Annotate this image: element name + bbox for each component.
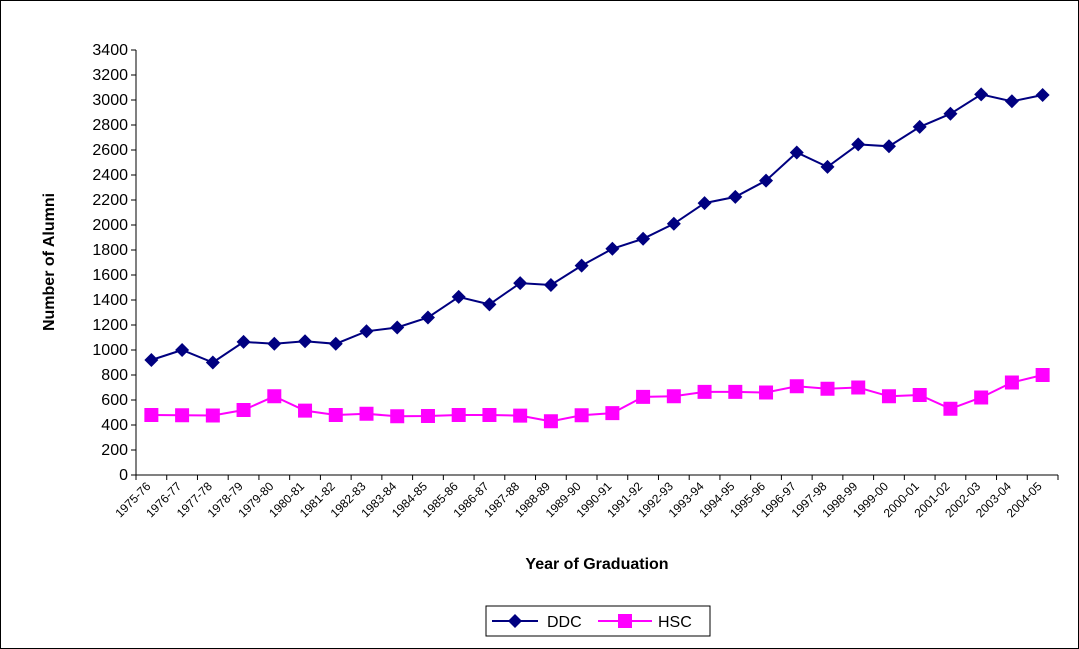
data-point-ddc (881, 139, 896, 154)
y-tick-label: 400 (101, 417, 128, 434)
data-point-hsc (144, 408, 159, 422)
data-point-hsc (974, 390, 989, 405)
data-point-ddc (236, 334, 251, 349)
data-point-ddc (820, 159, 835, 174)
data-point-hsc (205, 408, 220, 423)
data-point-ddc (390, 320, 405, 335)
data-point-ddc (1004, 94, 1019, 109)
y-tick-label: 2000 (92, 217, 128, 234)
data-point-hsc (605, 406, 620, 421)
data-point-hsc (943, 401, 958, 416)
data-point-hsc (789, 379, 804, 394)
y-tick-label: 3400 (92, 42, 128, 59)
data-point-hsc (912, 388, 927, 402)
y-tick-label: 3000 (92, 92, 128, 109)
data-point-ddc (205, 355, 220, 370)
data-point-hsc (267, 389, 282, 404)
data-point-hsc (820, 381, 835, 396)
data-point-ddc (482, 297, 497, 312)
y-tick-label: 1200 (92, 317, 128, 334)
y-tick-label: 2200 (92, 192, 128, 209)
data-point-hsc (390, 409, 405, 424)
y-tick-label: 1000 (92, 342, 128, 359)
legend-ddc-label: DDC (547, 614, 582, 631)
x-axis-title: Year of Graduation (525, 556, 668, 573)
legend-hsc-marker (618, 614, 632, 628)
data-point-hsc (298, 403, 313, 418)
y-tick-label: 200 (101, 442, 128, 459)
data-point-ddc (328, 336, 343, 351)
data-point-hsc (881, 389, 896, 404)
legend: DDC HSC (485, 605, 711, 637)
data-point-ddc (851, 137, 866, 152)
data-point-ddc (789, 145, 804, 160)
y-tick-label: 0 (119, 467, 128, 484)
series-lines (151, 93, 1043, 423)
data-point-ddc (728, 189, 743, 204)
series-line-hsc (151, 374, 1043, 423)
data-point-ddc (912, 119, 927, 134)
data-point-hsc (1004, 375, 1019, 390)
data-point-ddc (359, 324, 374, 339)
data-point-ddc (451, 289, 466, 304)
y-tick-label: 2800 (92, 117, 128, 134)
y-tick-label: 1400 (92, 292, 128, 309)
data-point-ddc (1035, 88, 1050, 102)
data-point-hsc (482, 408, 497, 422)
legend-hsc-label: HSC (658, 614, 692, 631)
y-tick-label: 800 (101, 367, 128, 384)
data-point-ddc (144, 353, 159, 367)
data-point-hsc (666, 389, 681, 404)
y-tick-label: 3200 (92, 67, 128, 84)
data-point-hsc (175, 408, 190, 423)
series-line-ddc (151, 93, 1043, 364)
data-point-ddc (605, 241, 620, 256)
axes (135, 50, 1058, 476)
data-point-hsc (636, 389, 651, 404)
y-tick-label: 2400 (92, 167, 128, 184)
data-point-ddc (298, 334, 313, 349)
data-point-ddc (697, 196, 712, 211)
data-point-hsc (451, 408, 466, 422)
data-point-hsc (420, 409, 435, 423)
data-point-hsc (1035, 368, 1050, 382)
series-markers (144, 87, 1050, 429)
data-point-ddc (666, 216, 681, 231)
data-point-hsc (513, 408, 528, 423)
y-axis-tick-labels: 0 200 400 600 800 1000 1200 1400 1600 1800 2000 220… (92, 42, 136, 484)
legend-ddc-marker (508, 614, 522, 628)
data-point-hsc (328, 408, 343, 422)
y-tick-label: 1800 (92, 242, 128, 259)
data-point-hsc (574, 408, 589, 423)
data-point-ddc (943, 106, 958, 121)
data-point-ddc (574, 258, 589, 273)
data-point-ddc (513, 276, 528, 291)
data-point-ddc (974, 87, 989, 102)
x-axis-tick-labels: 1975-761976-771977-781978-791979-801980-… (112, 475, 1059, 520)
data-point-hsc (759, 385, 774, 400)
data-point-hsc (359, 406, 374, 421)
data-point-hsc (236, 403, 251, 417)
y-tick-label: 1600 (92, 267, 128, 284)
data-point-ddc (636, 231, 651, 246)
y-tick-label: 2600 (92, 142, 128, 159)
data-point-hsc (728, 384, 743, 399)
y-tick-label: 600 (101, 392, 128, 409)
data-point-ddc (420, 310, 435, 325)
data-point-ddc (543, 278, 558, 292)
data-point-ddc (267, 336, 282, 351)
data-point-ddc (759, 173, 774, 188)
data-point-hsc (697, 384, 712, 399)
data-point-hsc (851, 380, 866, 395)
data-point-hsc (543, 414, 558, 429)
y-axis-title: Number of Alumni (41, 193, 58, 331)
data-point-ddc (175, 343, 190, 357)
